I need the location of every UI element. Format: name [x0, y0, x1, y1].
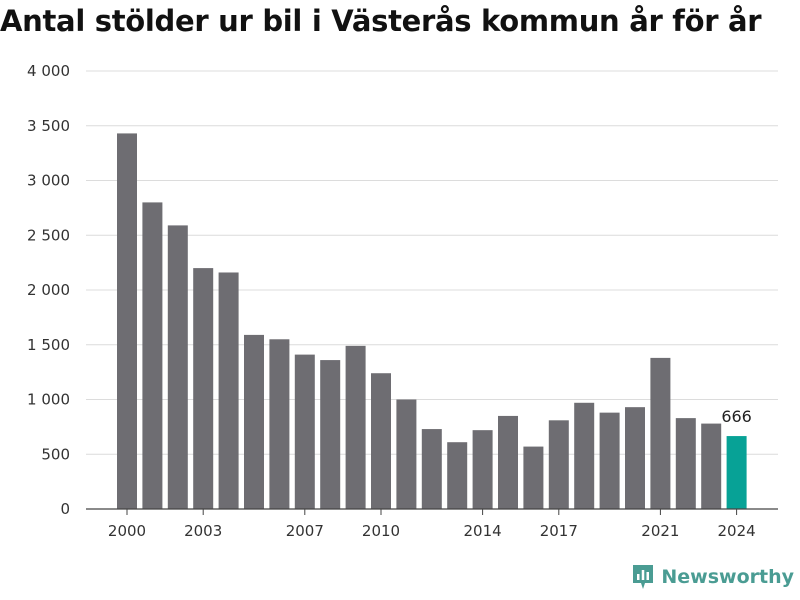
bar-2023: [701, 423, 722, 509]
bar-2004: [218, 272, 239, 509]
bar-2003: [193, 268, 214, 509]
bar-2007: [294, 354, 315, 509]
y-tick-label: 4 000: [27, 62, 70, 80]
brand: Newsworthy: [631, 562, 794, 592]
y-tick-label: 0: [60, 500, 70, 518]
x-tick-label: 2024: [718, 522, 756, 540]
bar-2024: [726, 436, 747, 509]
x-tick-label: 2010: [362, 522, 400, 540]
y-axis-tick-labels: 0 500 1 000 1 500 2 000 2 500 3 000 3 500 4 000: [27, 62, 70, 518]
x-tick-label: 2003: [184, 522, 222, 540]
y-tick-label: 2 500: [27, 226, 70, 244]
x-tick-label: 2021: [641, 522, 679, 540]
bar-2011: [396, 399, 417, 509]
bar-2015: [498, 415, 518, 509]
y-tick-label: 3 000: [27, 172, 70, 190]
chart-title: Antal stölder ur bil i Västerås kommun å…: [0, 4, 762, 38]
bar-2000: [117, 133, 137, 510]
bar-2020: [625, 407, 645, 509]
bars: [117, 133, 747, 510]
bar-2012: [421, 429, 442, 509]
bar-2006: [269, 339, 290, 509]
x-tick-label: 2017: [540, 522, 578, 540]
y-tick-label: 1 000: [27, 391, 70, 409]
bar-2016: [523, 446, 544, 509]
bar-2022: [675, 418, 696, 509]
data-label: 666: [721, 407, 752, 426]
x-tick-label: 2014: [464, 522, 502, 540]
x-tick-label: 2000: [108, 522, 146, 540]
y-tick-label: 1 500: [27, 336, 70, 354]
bar-2008: [320, 360, 341, 509]
y-tick-label: 3 500: [27, 117, 70, 135]
bar-2002: [167, 225, 188, 509]
bar-2013: [447, 442, 468, 509]
newsworthy-logo-icon: [633, 565, 654, 589]
y-tick-label: 500: [41, 445, 70, 463]
bar-2001: [142, 202, 163, 509]
x-tick-label: 2007: [286, 522, 324, 540]
gridlines: [86, 70, 778, 455]
bar-2021: [650, 357, 671, 509]
x-axis: 2000 2003 2007 2010 2014 2017 2021 2024: [86, 508, 778, 540]
brand-name: Newsworthy: [661, 566, 794, 588]
bar-2010: [371, 373, 391, 509]
bar-2019: [599, 412, 620, 509]
bar-2018: [574, 402, 595, 509]
bar-2009: [345, 345, 366, 509]
y-tick-label: 2 000: [27, 281, 70, 299]
bar-2005: [244, 334, 264, 509]
bar-2017: [548, 420, 569, 509]
bar-2014: [472, 430, 493, 509]
data-labels: 666: [721, 407, 752, 426]
